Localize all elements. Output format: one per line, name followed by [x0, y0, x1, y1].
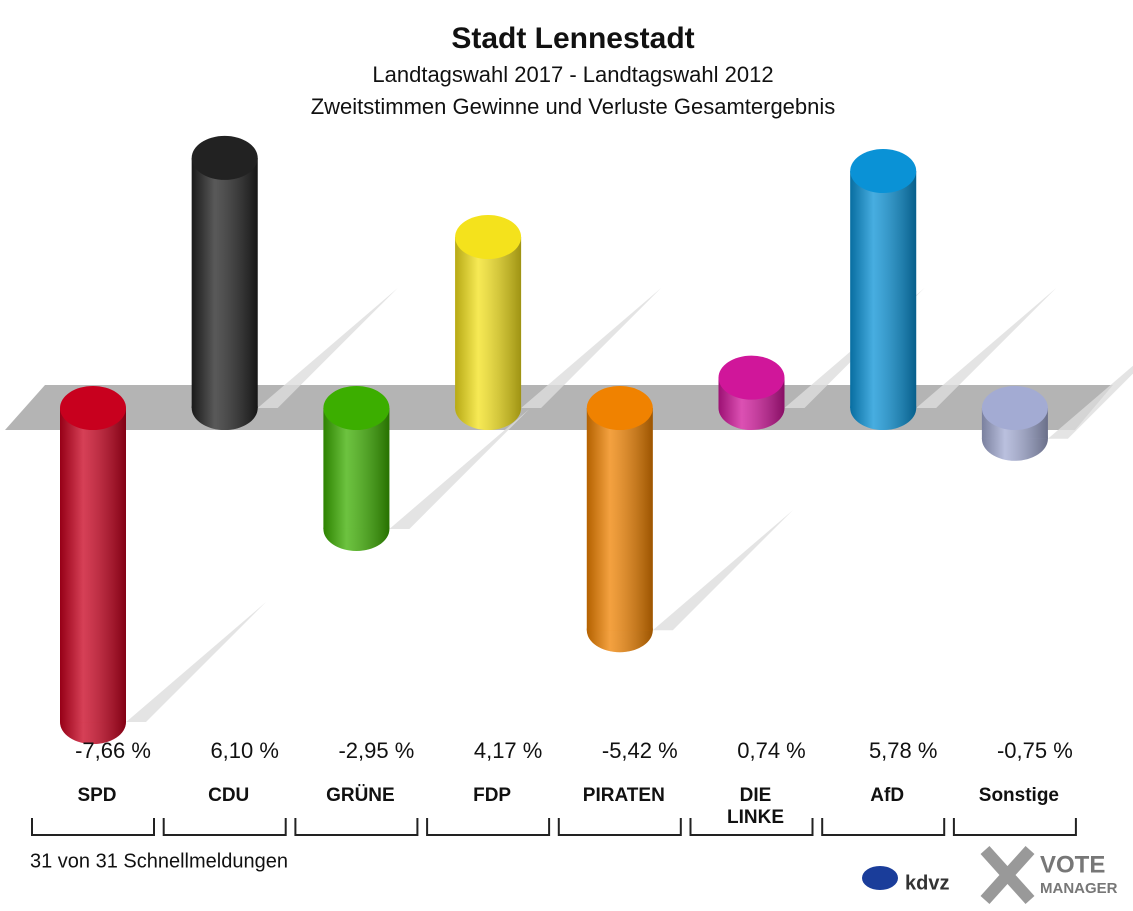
category-bracket [31, 818, 155, 836]
bar-cap [586, 386, 653, 430]
category-label: AfD [870, 785, 905, 806]
category-label: CDU [208, 785, 250, 806]
category-label: DIE LINKE [727, 785, 784, 828]
chart-subtitle: Zweitstimmen Gewinne und Verluste Gesamt… [311, 94, 836, 119]
bar-shadow [916, 288, 1057, 408]
category-bracket [557, 818, 682, 836]
category-bracket [426, 818, 551, 836]
category-bracket [162, 818, 287, 836]
category-bracket [294, 818, 419, 836]
category-label: PIRATEN [582, 785, 665, 806]
category-bracket [821, 818, 946, 836]
logo-text: MANAGER [1040, 880, 1118, 897]
bar-cap [60, 386, 126, 430]
bar-shadow [389, 408, 530, 529]
bar-cap [455, 215, 522, 260]
category-bracket [952, 818, 1077, 836]
bar-shadow [652, 510, 793, 631]
category-label: GRÜNE [326, 785, 395, 806]
bar-shade [455, 237, 522, 408]
value-label: -7,66 % [75, 738, 151, 763]
footer: 31 von 31 Schnellmeldungen [30, 850, 288, 872]
bar-cap [191, 135, 258, 180]
value-label: 4,17 % [474, 738, 543, 763]
category-label: SPD [77, 785, 117, 806]
chart-title: Stadt Lennestadt [451, 22, 694, 55]
value-label: -0,75 % [997, 738, 1073, 763]
bar-shadow [521, 288, 662, 408]
logo-text: VOTE [1040, 851, 1105, 878]
logo-cross [980, 845, 1035, 905]
bar-shade [191, 157, 258, 408]
bar-cap [850, 149, 917, 194]
bar-shade [60, 408, 126, 723]
bar-shade [586, 408, 653, 631]
logo-icon [862, 866, 898, 890]
bar-cap [718, 355, 785, 400]
bar-cap [323, 386, 390, 430]
category-bracket [689, 818, 814, 836]
category-label: FDP [473, 785, 512, 806]
value-label: 6,10 % [210, 738, 279, 763]
bar-cap [981, 386, 1048, 430]
value-label: 0,74 % [737, 738, 806, 763]
logo-text: kdvz [905, 872, 949, 894]
bar-shadow [257, 288, 398, 408]
value-label: -2,95 % [338, 738, 414, 763]
value-label: 5,78 % [869, 738, 938, 763]
chart-subtitle: Landtagswahl 2017 - Landtagswahl 2012 [372, 62, 773, 87]
value-label: -5,42 % [602, 738, 678, 763]
bar-shadow [126, 602, 266, 723]
bar-shade [850, 171, 917, 408]
bar-shadow [1047, 365, 1133, 439]
category-label: Sonstige [978, 785, 1060, 806]
